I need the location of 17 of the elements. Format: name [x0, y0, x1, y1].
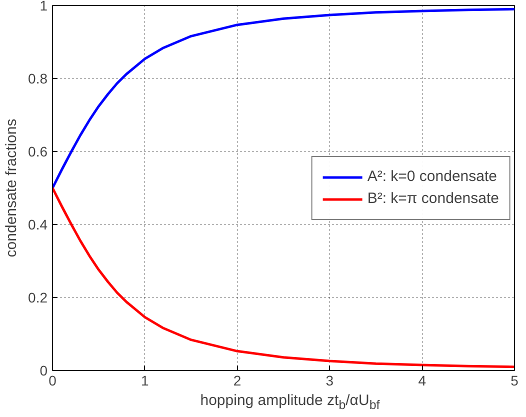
y-tick-label: 0	[40, 362, 48, 378]
x-tick-label: 3	[326, 372, 334, 388]
y-tick-label: 0.4	[28, 216, 48, 232]
legend-label: A²: k=0 condensate	[367, 168, 497, 185]
x-tick-label: 2	[233, 372, 242, 388]
x-tick-label: 4	[418, 372, 426, 388]
x-tick-label: 5	[510, 372, 519, 388]
legend-label: B²: k=π condensate	[367, 190, 499, 207]
y-tick-label: 0.6	[28, 144, 48, 160]
line-series	[52, 8, 514, 190]
y-axis-title: condensate fractions	[3, 118, 20, 258]
x-tick-label: 1	[141, 372, 150, 388]
line-series	[52, 186, 514, 368]
y-tick-label: 0.8	[28, 70, 48, 86]
x-axis-title: hopping amplitude zt$_{b}$/αU$_{bf}$	[199, 391, 381, 414]
y-tick-label: 1	[40, 0, 48, 14]
y-tick-label: 0.2	[28, 290, 48, 306]
